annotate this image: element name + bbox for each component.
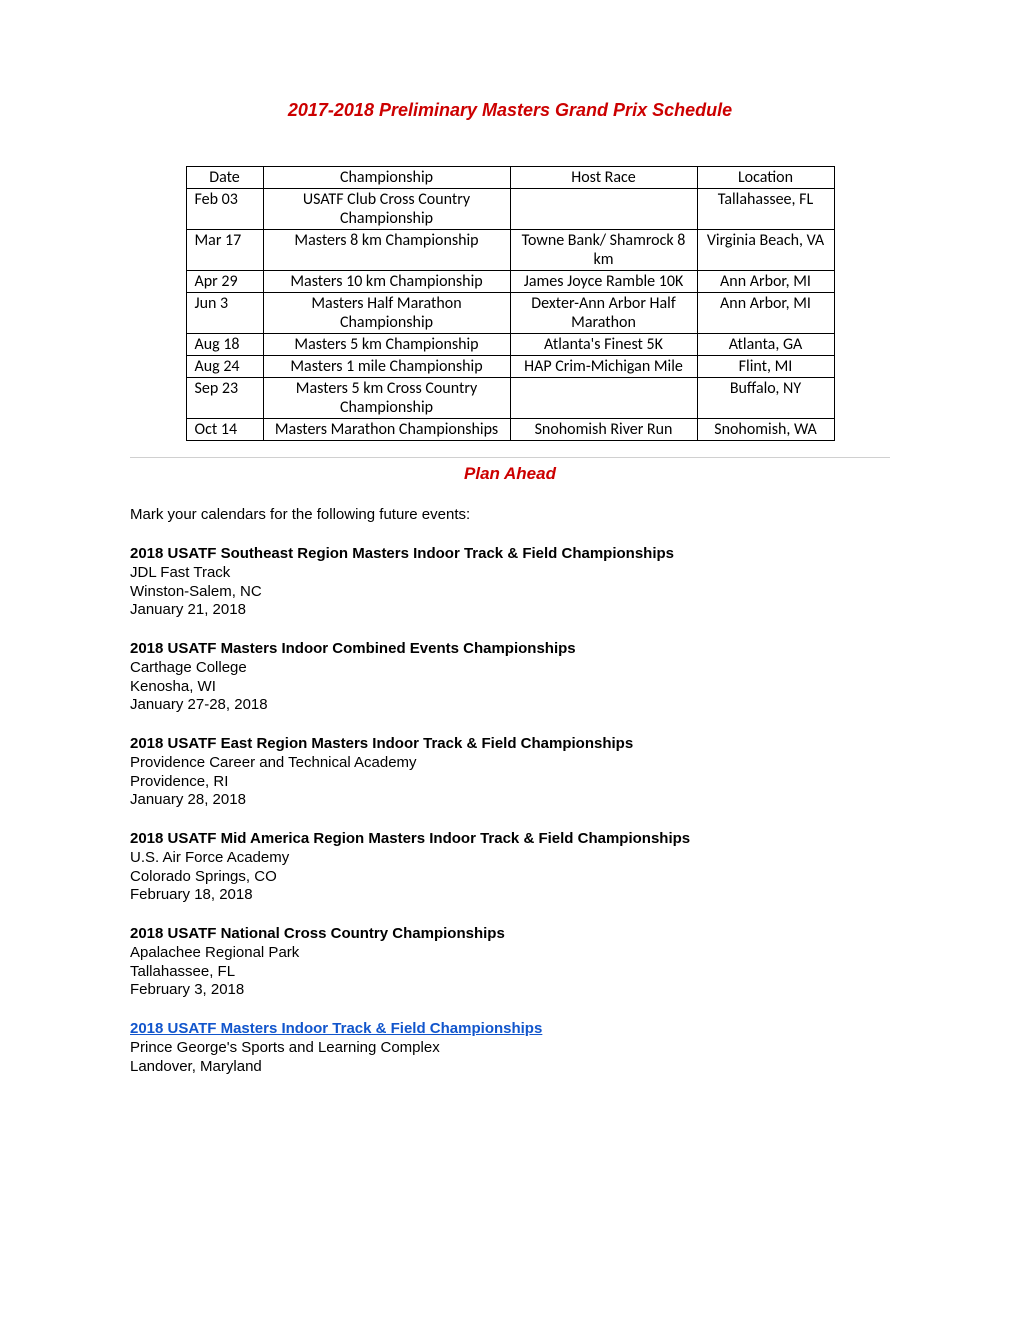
cell-date: Mar 17 [186, 230, 263, 271]
cell-host: Towne Bank/ Shamrock 8 km [510, 230, 697, 271]
cell-date: Aug 18 [186, 334, 263, 356]
event-line: Carthage College [130, 659, 890, 678]
cell-championship: Masters Marathon Championships [263, 419, 510, 441]
event-line: Providence Career and Technical Academy [130, 754, 890, 773]
event-line: JDL Fast Track [130, 564, 890, 583]
cell-location: Virginia Beach, VA [697, 230, 834, 271]
cell-host: HAP Crim-Michigan Mile [510, 356, 697, 378]
event-title: 2018 USATF East Region Masters Indoor Tr… [130, 735, 890, 754]
document-page: 2017-2018 Preliminary Masters Grand Prix… [0, 0, 1020, 1320]
cell-date: Apr 29 [186, 271, 263, 293]
table-row: Mar 17 Masters 8 km Championship Towne B… [186, 230, 834, 271]
cell-championship: Masters 10 km Championship [263, 271, 510, 293]
table-row: Apr 29 Masters 10 km Championship James … [186, 271, 834, 293]
cell-championship: Masters 8 km Championship [263, 230, 510, 271]
header-date: Date [186, 167, 263, 189]
table-row: Aug 18 Masters 5 km Championship Atlanta… [186, 334, 834, 356]
cell-host: James Joyce Ramble 10K [510, 271, 697, 293]
cell-championship: Masters 5 km Cross Country Championship [263, 378, 510, 419]
event-line: Providence, RI [130, 773, 890, 792]
event-title-link[interactable]: 2018 USATF Masters Indoor Track & Field … [130, 1020, 542, 1037]
table-row: Oct 14 Masters Marathon Championships Sn… [186, 419, 834, 441]
event-block: 2018 USATF National Cross Country Champi… [130, 925, 890, 1000]
cell-host: Dexter-Ann Arbor Half Marathon [510, 293, 697, 334]
table-row: Jun 3 Masters Half Marathon Championship… [186, 293, 834, 334]
event-title: 2018 USATF National Cross Country Champi… [130, 925, 890, 944]
cell-championship: Masters Half Marathon Championship [263, 293, 510, 334]
cell-location: Buffalo, NY [697, 378, 834, 419]
cell-location: Ann Arbor, MI [697, 271, 834, 293]
event-title: 2018 USATF Southeast Region Masters Indo… [130, 545, 890, 564]
event-line: Kenosha, WI [130, 678, 890, 697]
cell-location: Atlanta, GA [697, 334, 834, 356]
table-body: Feb 03 USATF Club Cross Country Champion… [186, 189, 834, 441]
table-header-row: Date Championship Host Race Location [186, 167, 834, 189]
event-title: 2018 USATF Mid America Region Masters In… [130, 830, 890, 849]
event-block: 2018 USATF East Region Masters Indoor Tr… [130, 735, 890, 810]
schedule-table: Date Championship Host Race Location Feb… [186, 166, 835, 441]
cell-host [510, 378, 697, 419]
event-line: Colorado Springs, CO [130, 868, 890, 887]
table-row: Aug 24 Masters 1 mile Championship HAP C… [186, 356, 834, 378]
event-block: 2018 USATF Southeast Region Masters Indo… [130, 545, 890, 620]
section-divider [130, 457, 890, 458]
cell-location: Ann Arbor, MI [697, 293, 834, 334]
event-title: 2018 USATF Masters Indoor Combined Event… [130, 640, 890, 659]
event-line: February 18, 2018 [130, 886, 890, 905]
event-line: Winston-Salem, NC [130, 583, 890, 602]
event-block: 2018 USATF Mid America Region Masters In… [130, 830, 890, 905]
event-line: U.S. Air Force Academy [130, 849, 890, 868]
header-location: Location [697, 167, 834, 189]
event-line: January 21, 2018 [130, 601, 890, 620]
cell-championship: Masters 5 km Championship [263, 334, 510, 356]
event-line: Apalachee Regional Park [130, 944, 890, 963]
cell-location: Snohomish, WA [697, 419, 834, 441]
cell-date: Oct 14 [186, 419, 263, 441]
cell-championship: Masters 1 mile Championship [263, 356, 510, 378]
cell-date: Jun 3 [186, 293, 263, 334]
event-block: 2018 USATF Masters Indoor Combined Event… [130, 640, 890, 715]
event-block: 2018 USATF Masters Indoor Track & Field … [130, 1020, 890, 1076]
table-row: Sep 23 Masters 5 km Cross Country Champi… [186, 378, 834, 419]
event-line: Tallahassee, FL [130, 963, 890, 982]
table-row: Feb 03 USATF Club Cross Country Champion… [186, 189, 834, 230]
plan-ahead-heading: Plan Ahead [130, 464, 890, 484]
cell-host: Atlanta's Finest 5K [510, 334, 697, 356]
event-line: February 3, 2018 [130, 981, 890, 1000]
header-championship: Championship [263, 167, 510, 189]
cell-date: Aug 24 [186, 356, 263, 378]
plan-ahead-intro: Mark your calendars for the following fu… [130, 506, 890, 523]
main-title: 2017-2018 Preliminary Masters Grand Prix… [130, 100, 890, 121]
cell-host [510, 189, 697, 230]
event-line: Prince George's Sports and Learning Comp… [130, 1039, 890, 1058]
cell-location: Tallahassee, FL [697, 189, 834, 230]
cell-championship: USATF Club Cross Country Championship [263, 189, 510, 230]
event-line: January 27-28, 2018 [130, 696, 890, 715]
cell-date: Sep 23 [186, 378, 263, 419]
cell-location: Flint, MI [697, 356, 834, 378]
cell-host: Snohomish River Run [510, 419, 697, 441]
cell-date: Feb 03 [186, 189, 263, 230]
event-line: Landover, Maryland [130, 1058, 890, 1077]
event-line: January 28, 2018 [130, 791, 890, 810]
header-host-race: Host Race [510, 167, 697, 189]
